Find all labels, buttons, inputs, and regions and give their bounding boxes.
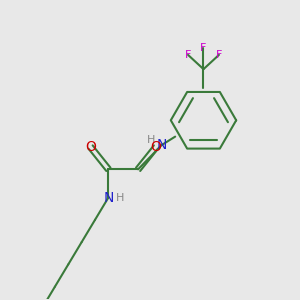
Text: O: O	[151, 140, 161, 154]
Text: H: H	[147, 136, 156, 146]
Text: F: F	[185, 50, 191, 60]
Text: N: N	[157, 138, 167, 152]
Text: F: F	[216, 50, 222, 60]
Text: N: N	[103, 190, 114, 205]
Text: H: H	[116, 193, 124, 202]
Text: O: O	[85, 140, 96, 154]
Text: F: F	[200, 43, 207, 53]
